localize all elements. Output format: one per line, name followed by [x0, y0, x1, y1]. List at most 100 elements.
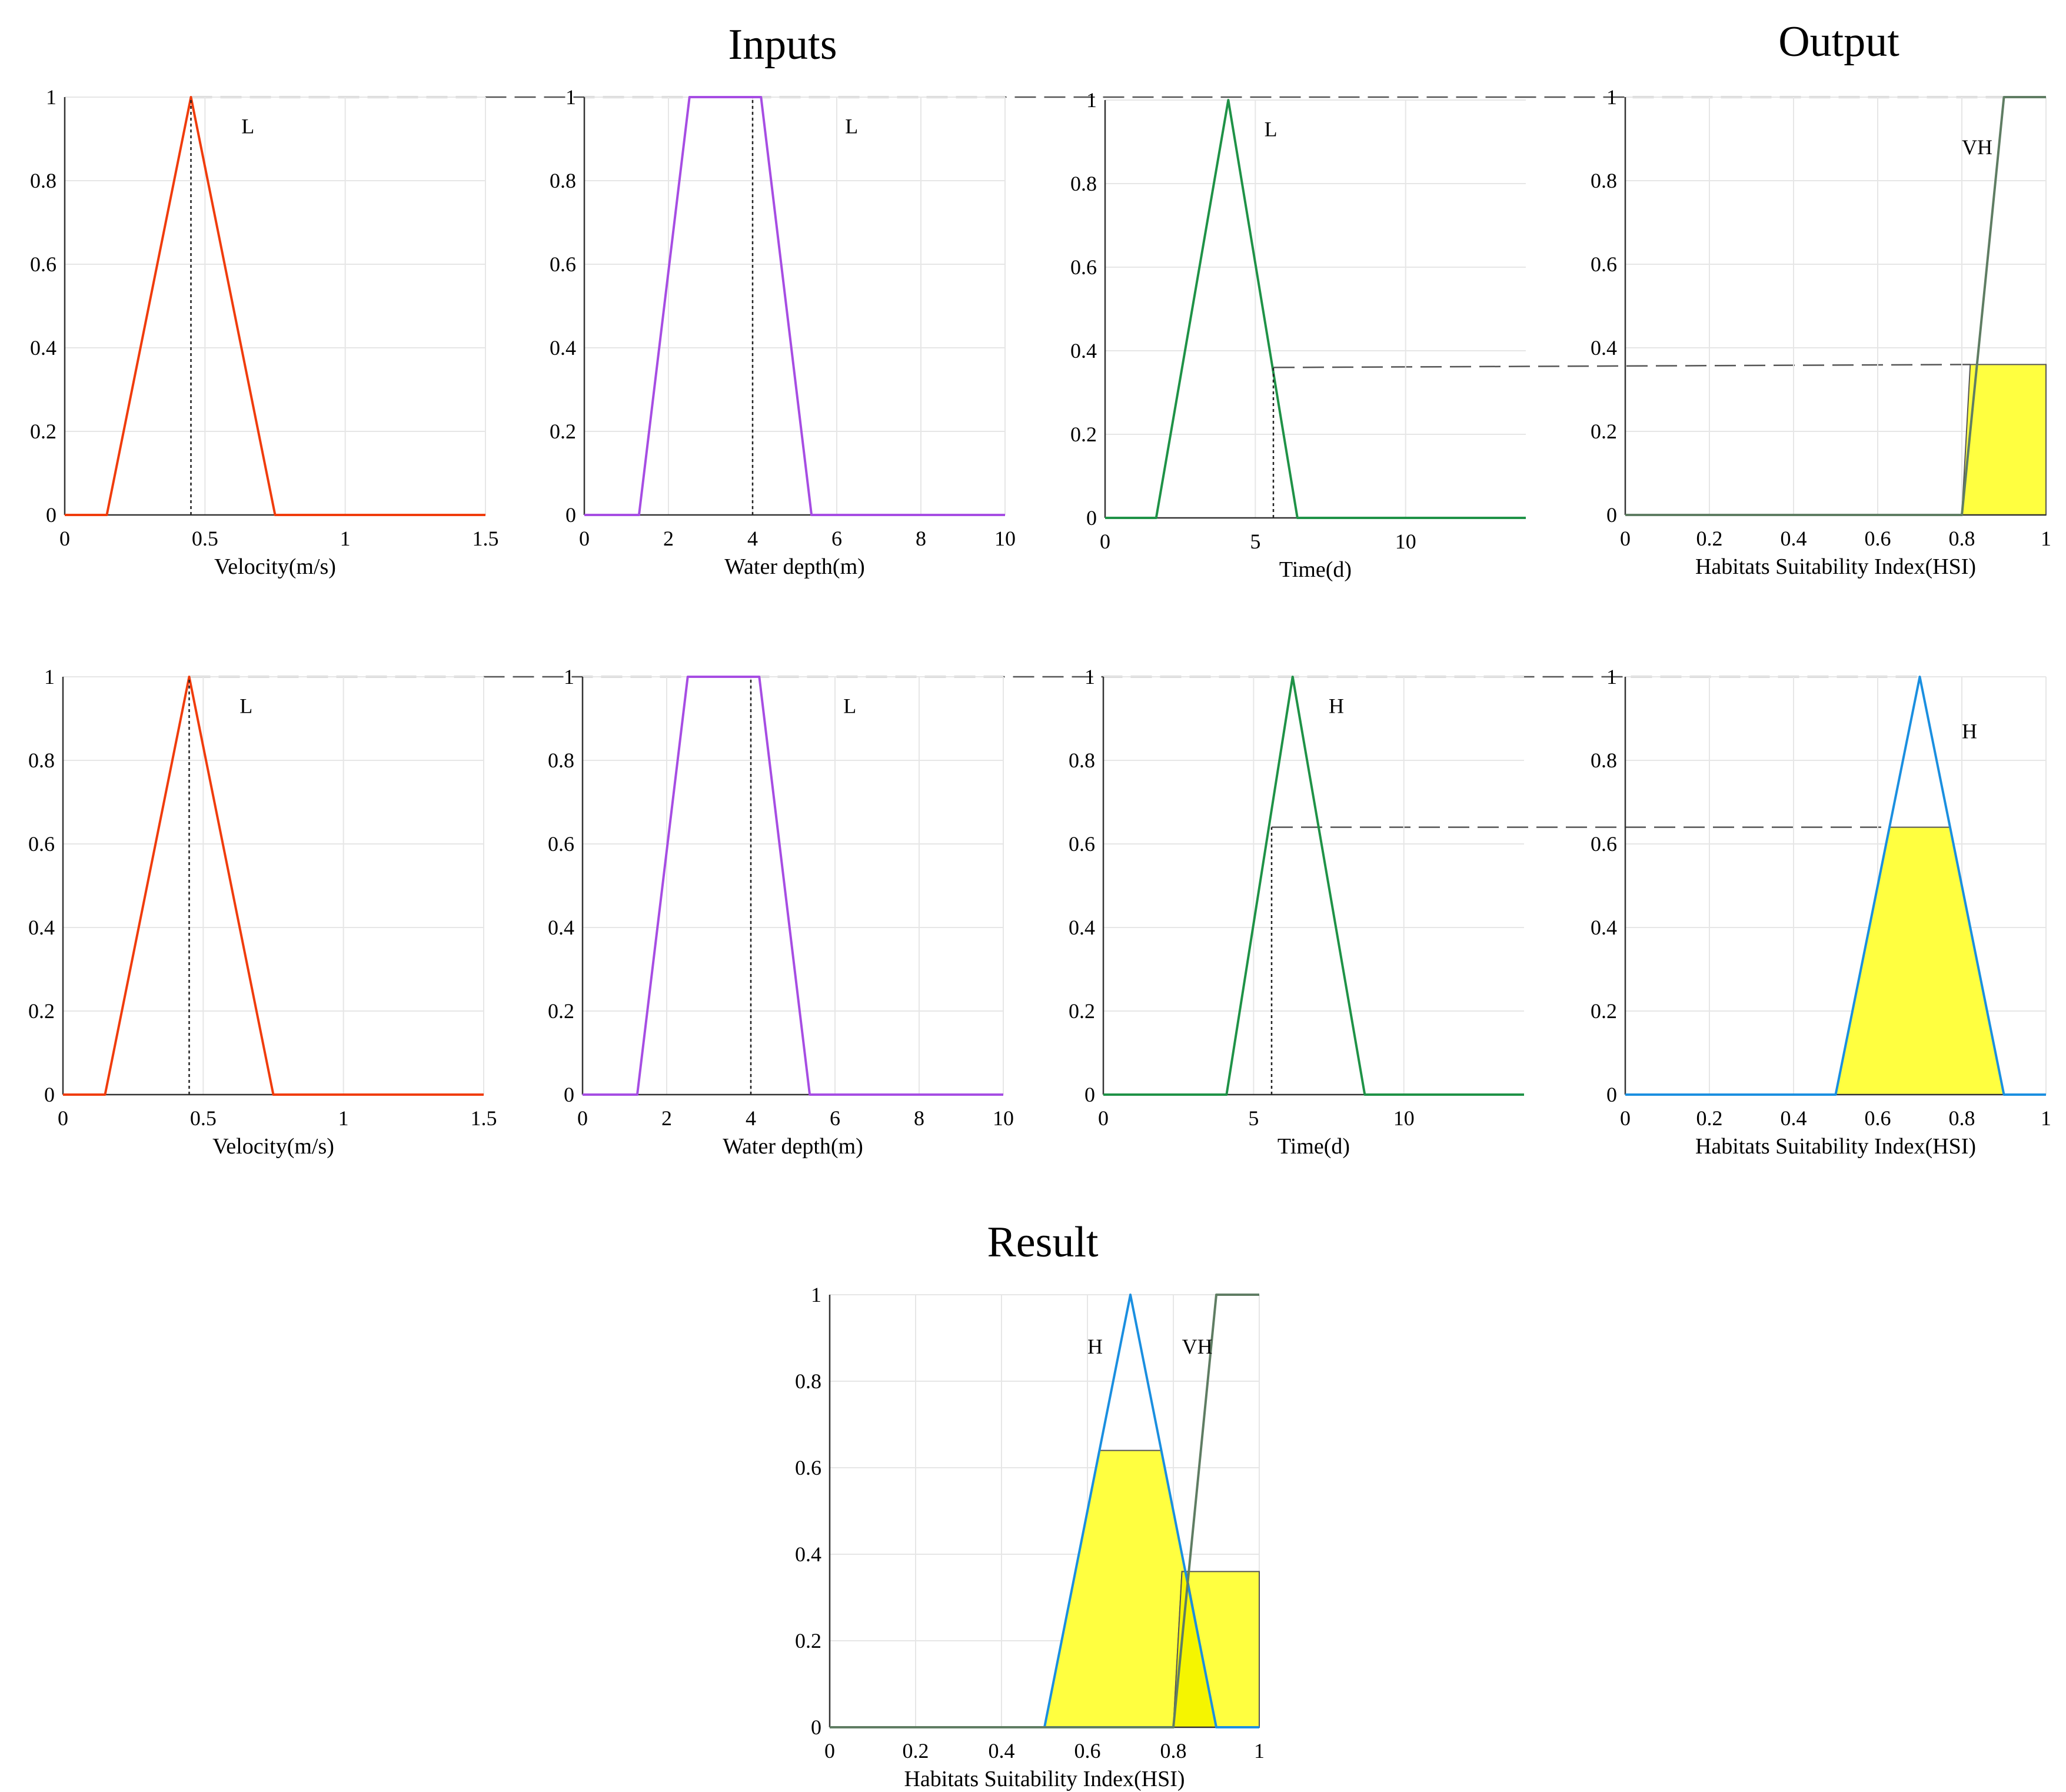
rule1-time-chart: 0 5 10 0 0.2 0.4 0.6 0.8 1 Time(d) L	[1070, 88, 1526, 582]
y-tick-label: 0	[564, 1083, 574, 1106]
x-axis-label: Time(d)	[1277, 1134, 1350, 1159]
y-tick-label: 0.2	[28, 999, 55, 1023]
y-tick-label: 0.6	[550, 252, 576, 276]
y-tick-label: 0.6	[1591, 252, 1617, 276]
x-tick-label: 10	[1395, 530, 1416, 553]
x-tick-label: 0.5	[190, 1106, 217, 1130]
rule-guide-line	[1273, 364, 1971, 368]
y-tick-label: 1	[1084, 665, 1095, 689]
rule-guide-lines	[189, 96, 2004, 828]
rule2-time-chart: 0 5 10 0 0.2 0.4 0.6 0.8 1 Time(d) H	[1069, 665, 1524, 1159]
y-tick-label: 0.8	[28, 749, 55, 772]
y-tick-label: 0.8	[1591, 749, 1617, 772]
y-tick-label: 0	[46, 503, 56, 527]
x-tick-label: 0	[579, 527, 590, 550]
y-tick-label: 0.6	[28, 832, 55, 856]
x-tick-label: 6	[831, 527, 842, 550]
x-tick-label: 0.8	[1949, 1106, 1975, 1130]
x-axis-label: Water depth(m)	[723, 1134, 863, 1159]
y-tick-label: 0.6	[1069, 832, 1095, 856]
y-tick-label: 0.2	[795, 1629, 821, 1653]
x-tick-label: 1.5	[471, 1106, 497, 1130]
x-axis-label: Water depth(m)	[724, 554, 865, 579]
y-tick-label: 0.4	[1591, 336, 1617, 360]
y-tick-label: 0	[1606, 1083, 1617, 1106]
y-tick-label: 1	[1606, 665, 1617, 689]
membership-series-l	[65, 96, 485, 516]
y-tick-label: 0	[1606, 503, 1617, 527]
rule1-velocity-grid	[64, 97, 486, 516]
rule2-depth-chart: 0 2 4 6 8 10 0 0.2 0.4 0.6 0.8 1 Water depth(m) L	[548, 665, 1014, 1159]
x-axis-label: Habitats Suitability Index(HSI)	[1695, 554, 1976, 579]
y-tick-label: 0	[44, 1083, 55, 1106]
x-tick-label: 0	[58, 1106, 68, 1130]
y-tick-label: 0.2	[30, 420, 56, 443]
x-tick-label: 0.4	[1781, 527, 1807, 550]
y-tick-label: 0.6	[1591, 832, 1617, 856]
rule2-velocity-grid	[62, 676, 484, 1095]
y-tick-label: 0.8	[30, 169, 56, 192]
result-chart: 0 0.2 0.4 0.6 0.8 1 0 0.2 0.4 0.6 0.8 1 Habitats Sui…	[795, 1283, 1265, 1791]
membership-series-h	[1103, 676, 1524, 1096]
x-tick-label: 0	[1098, 1106, 1109, 1130]
x-axis-label: Velocity(m/s)	[212, 1134, 334, 1159]
rule2-time-grid	[1103, 676, 1524, 1095]
x-tick-label: 0	[577, 1106, 588, 1130]
y-tick-label: 0.8	[1069, 749, 1095, 772]
membership-series-l	[63, 676, 484, 1096]
x-tick-label: 0.6	[1074, 1739, 1101, 1763]
membership-series-l	[583, 676, 1003, 1096]
rule1-depth-chart: 0 2 4 6 8 10 0 0.2 0.4 0.6 0.8 1 Water depth(m) L	[550, 85, 1016, 579]
membership-label: L	[241, 115, 254, 138]
x-tick-label: 0.2	[1696, 527, 1723, 550]
x-tick-label: 10	[993, 1106, 1014, 1130]
y-tick-label: 0.8	[795, 1369, 821, 1393]
x-tick-label: 4	[746, 1106, 756, 1130]
y-tick-label: 0.2	[1069, 999, 1095, 1023]
y-tick-label: 0.4	[30, 336, 56, 360]
y-tick-label: 0.6	[1070, 255, 1097, 279]
y-tick-label: 0.8	[1070, 172, 1097, 195]
y-tick-label: 1	[1606, 85, 1617, 109]
y-tick-label: 0	[565, 503, 576, 527]
membership-label: L	[845, 115, 858, 138]
x-tick-label: 0	[1100, 530, 1110, 553]
x-tick-label: 5	[1248, 1106, 1259, 1130]
y-tick-label: 0.4	[795, 1542, 821, 1566]
y-tick-label: 0.2	[1591, 999, 1617, 1023]
x-axis-label: Velocity(m/s)	[214, 554, 336, 579]
y-tick-label: 1	[564, 665, 574, 689]
x-tick-label: 0.4	[989, 1739, 1015, 1763]
y-tick-label: 0.8	[548, 749, 574, 772]
x-tick-label: 0.5	[192, 527, 218, 550]
x-tick-label: 2	[661, 1106, 672, 1130]
membership-label: H	[1962, 719, 1977, 743]
x-axis-label: Habitats Suitability Index(HSI)	[1695, 1134, 1976, 1159]
y-tick-label: 0.4	[1069, 916, 1095, 939]
y-tick-label: 0.2	[1070, 423, 1097, 446]
y-tick-label: 0.6	[30, 252, 56, 276]
membership-label: L	[239, 694, 252, 718]
membership-label: H	[1329, 694, 1344, 718]
y-tick-label: 0	[811, 1715, 821, 1739]
rule1-time-grid	[1104, 99, 1526, 518]
membership-series-l	[584, 96, 1005, 516]
y-tick-label: 0.2	[1591, 420, 1617, 443]
inputs-heading: Inputs	[728, 21, 837, 69]
x-tick-label: 0	[1620, 527, 1631, 550]
membership-series-vh	[1625, 96, 2046, 516]
x-tick-label: 1	[2041, 527, 2051, 550]
y-tick-label: 1	[565, 85, 576, 109]
x-tick-label: 2	[663, 527, 674, 550]
x-tick-label: 1.5	[473, 527, 499, 550]
y-tick-label: 0.8	[550, 169, 576, 192]
y-tick-label: 1	[1086, 88, 1097, 112]
y-tick-label: 0.2	[548, 999, 574, 1023]
x-tick-label: 1	[2041, 1106, 2051, 1130]
clipped-output-area	[1835, 826, 2005, 1095]
x-tick-label: 0.8	[1949, 527, 1975, 550]
membership-label: H	[1087, 1335, 1103, 1358]
x-tick-label: 1	[340, 527, 351, 550]
x-tick-label: 8	[914, 1106, 924, 1130]
